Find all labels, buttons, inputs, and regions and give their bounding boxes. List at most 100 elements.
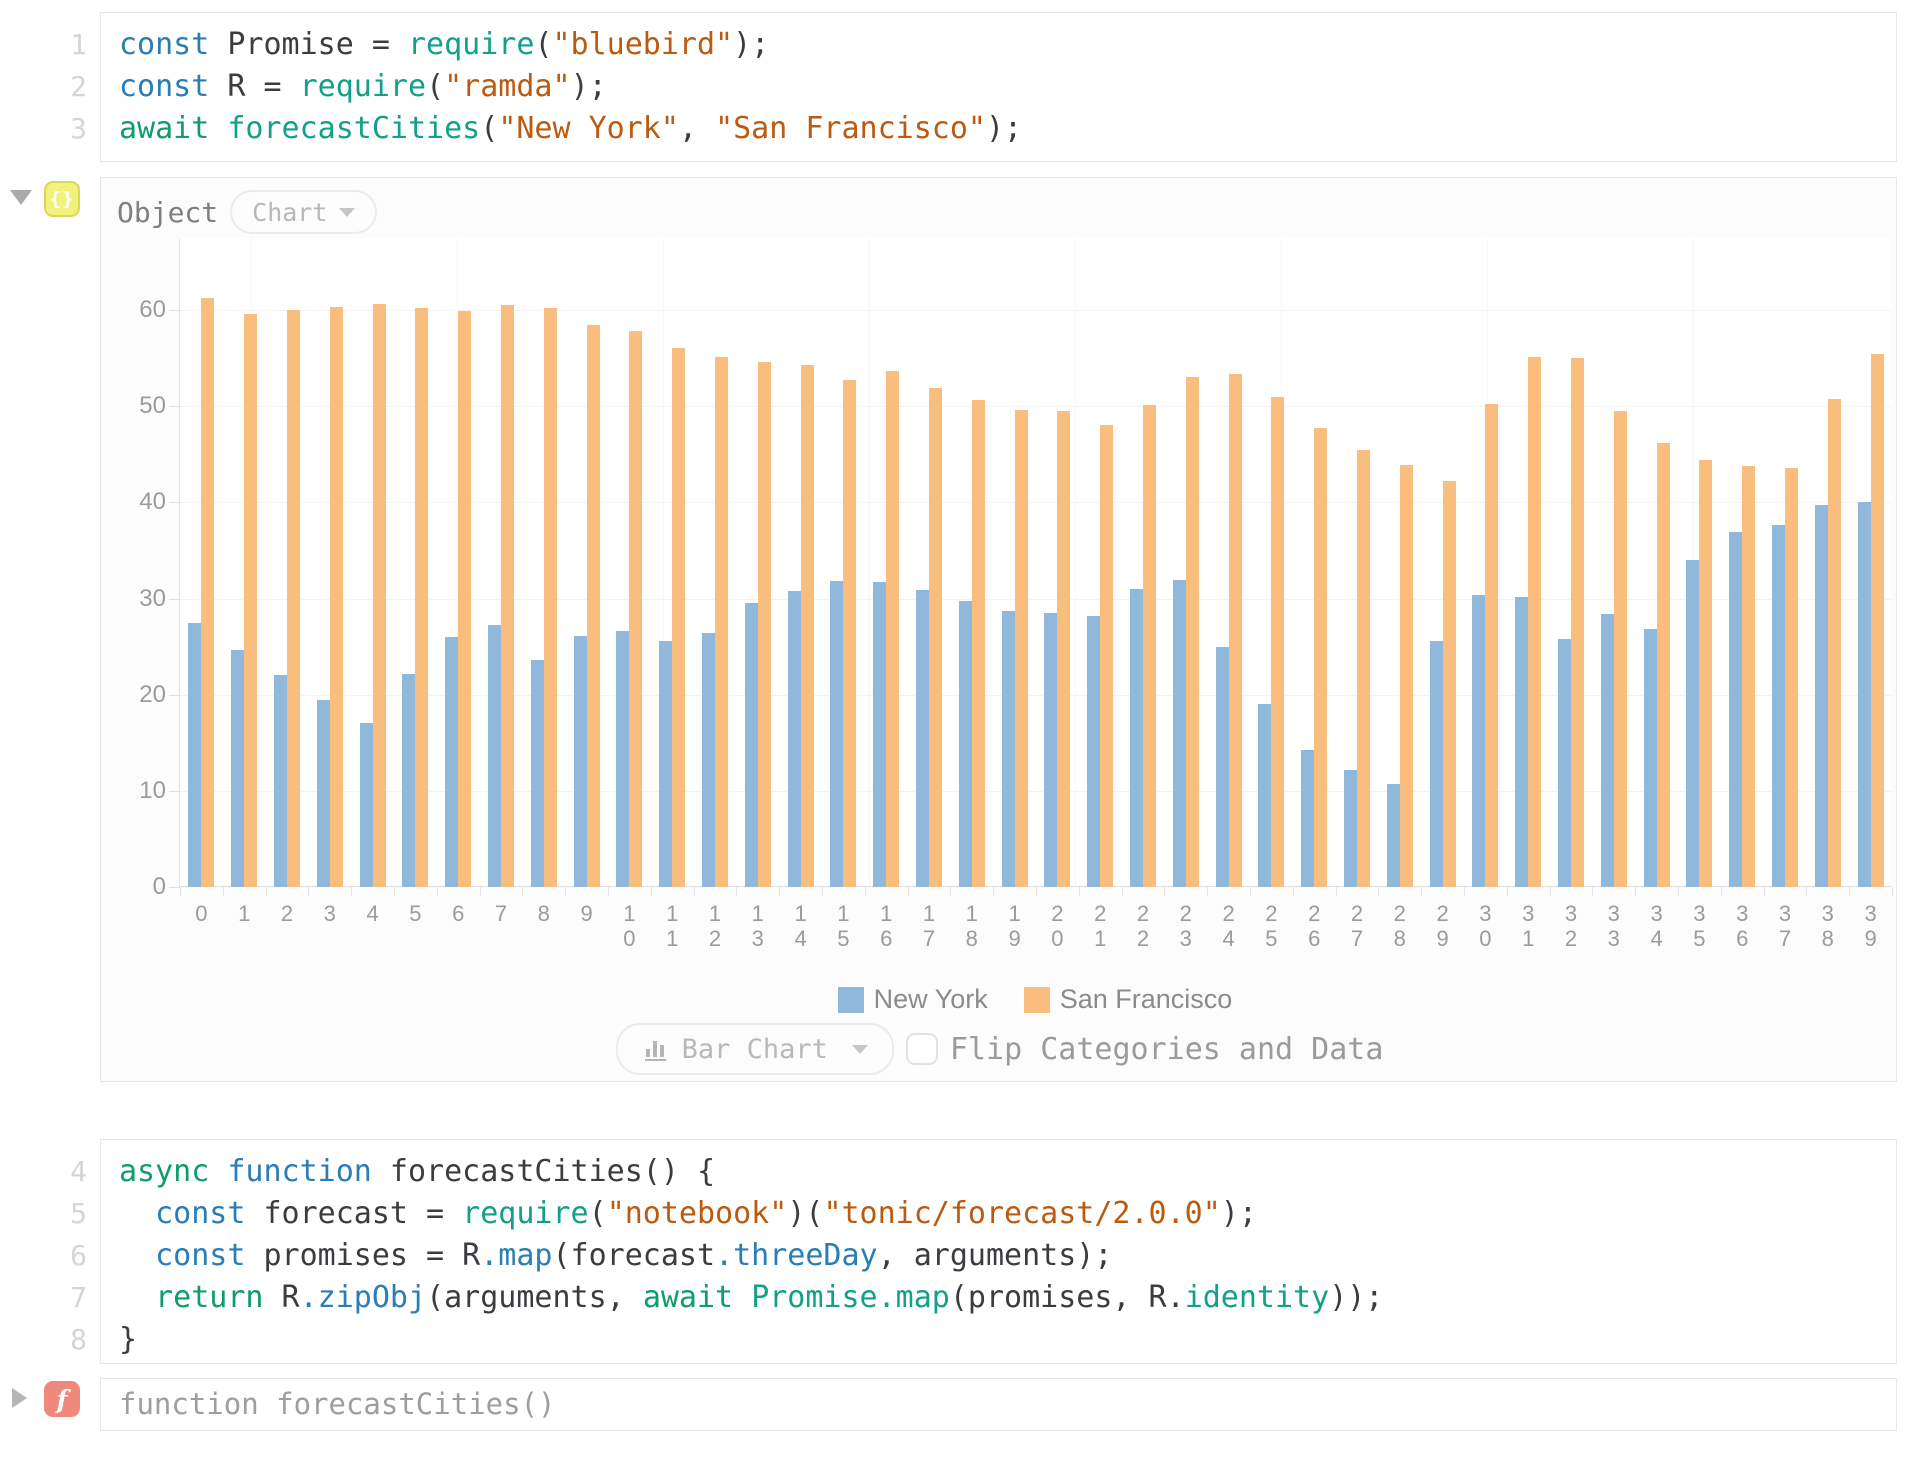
code-token: const bbox=[119, 27, 210, 62]
x-tick bbox=[1892, 887, 1893, 896]
bar bbox=[830, 581, 844, 887]
x-axis-label: 3 3 bbox=[1607, 901, 1620, 951]
x-tick bbox=[822, 887, 823, 896]
bar bbox=[1172, 580, 1186, 887]
bar bbox=[372, 304, 386, 887]
y-tick bbox=[169, 406, 180, 408]
x-tick bbox=[736, 887, 738, 896]
gridline bbox=[869, 238, 870, 886]
code-line[interactable]: 7 return R.zipObj(arguments, await Promi… bbox=[70, 1277, 1896, 1319]
x-axis-label: 3 0 bbox=[1479, 901, 1492, 951]
code-token: forecastCities() { bbox=[371, 1154, 716, 1189]
chart-view-dropdown[interactable]: Chart bbox=[230, 190, 378, 234]
bar bbox=[402, 673, 416, 887]
legend-item: San Francisco bbox=[1023, 984, 1233, 1015]
code-token bbox=[119, 1280, 155, 1315]
x-axis-label: 2 7 bbox=[1350, 901, 1364, 951]
bar bbox=[1613, 411, 1627, 887]
code-token: ); bbox=[986, 111, 1023, 146]
x-axis-label: 5 bbox=[409, 901, 422, 926]
code-token: async bbox=[119, 1154, 210, 1189]
y-axis-label: 50 bbox=[139, 392, 166, 420]
bar bbox=[843, 380, 857, 887]
chart-type-dropdown[interactable]: Bar Chart bbox=[615, 1023, 894, 1075]
bar bbox=[244, 313, 258, 887]
x-axis-label: 1 bbox=[238, 901, 251, 926]
x-tick bbox=[1292, 887, 1294, 896]
y-tick bbox=[169, 598, 180, 600]
code-line[interactable]: 5 const forecast = require("notebook")("… bbox=[70, 1193, 1896, 1235]
bar bbox=[1515, 596, 1529, 887]
bar bbox=[1656, 442, 1670, 887]
x-tick bbox=[1421, 887, 1423, 896]
x-tick bbox=[265, 887, 267, 896]
bar bbox=[1143, 405, 1156, 887]
x-axis-label: 1 5 bbox=[837, 901, 850, 951]
code-token: "New York" bbox=[498, 111, 679, 146]
bar bbox=[1729, 532, 1743, 887]
code-token: promises = R bbox=[245, 1238, 481, 1273]
bar bbox=[1258, 704, 1272, 887]
x-tick bbox=[436, 887, 438, 896]
collapse-output-icon[interactable] bbox=[10, 190, 32, 205]
function-badge-icon[interactable]: f bbox=[44, 1381, 80, 1417]
line-number: 6 bbox=[70, 1239, 87, 1272]
bar bbox=[715, 357, 728, 887]
code-token: .threeDay bbox=[715, 1238, 878, 1273]
code-token: , bbox=[678, 111, 716, 146]
bar bbox=[1472, 594, 1486, 887]
flip-checkbox[interactable] bbox=[905, 1033, 938, 1065]
bar bbox=[1528, 357, 1542, 887]
bar bbox=[971, 400, 985, 887]
gridline bbox=[1075, 238, 1076, 886]
code-token: ); bbox=[1220, 1196, 1257, 1231]
code-cell-1[interactable]: 1 const Promise = require("bluebird"); 2 co… bbox=[70, 12, 1897, 162]
code-token: ( bbox=[426, 69, 445, 104]
chart-view-dropdown-value: Chart bbox=[252, 197, 328, 227]
x-tick bbox=[1335, 887, 1337, 896]
x-tick bbox=[1678, 887, 1679, 896]
x-axis-label: 2 8 bbox=[1393, 901, 1406, 951]
function-output-panel[interactable]: function forecastCities() bbox=[100, 1378, 1897, 1431]
bar bbox=[1100, 425, 1114, 887]
y-axis-label: 10 bbox=[139, 776, 166, 804]
code-line[interactable]: 1 const Promise = require("bluebird"); bbox=[70, 24, 1896, 66]
legend-swatch bbox=[837, 986, 864, 1013]
y-axis-label: 60 bbox=[139, 296, 166, 324]
y-tick bbox=[169, 887, 180, 888]
x-tick bbox=[308, 887, 310, 896]
x-tick bbox=[1806, 887, 1808, 896]
gridline bbox=[180, 694, 1891, 696]
chevron-down-icon bbox=[339, 207, 356, 217]
bar bbox=[458, 311, 472, 887]
code-line[interactable]: 4 async function forecastCities() { bbox=[70, 1151, 1896, 1193]
bar bbox=[287, 310, 300, 887]
code-token: forecast = bbox=[245, 1196, 463, 1231]
bar bbox=[316, 699, 330, 887]
code-token: "ramda" bbox=[444, 69, 571, 104]
expand-output-icon[interactable] bbox=[12, 1388, 27, 1408]
legend-label: San Francisco bbox=[1059, 984, 1233, 1014]
bar bbox=[1386, 784, 1400, 887]
x-tick bbox=[950, 887, 952, 896]
code-cell-2[interactable]: 4 async function forecastCities() {5 cons… bbox=[70, 1139, 1897, 1364]
x-axis-label: 2 3 bbox=[1179, 901, 1192, 951]
code-line[interactable]: 2 const R = require("ramda"); bbox=[70, 66, 1896, 108]
object-badge-icon[interactable]: {} bbox=[44, 181, 80, 217]
bar bbox=[916, 589, 929, 887]
bar bbox=[1558, 638, 1571, 887]
code-line[interactable]: 6 const promises = R.map(forecast.threeD… bbox=[70, 1235, 1896, 1277]
code-token: await bbox=[119, 111, 210, 146]
x-tick bbox=[693, 887, 695, 896]
chart-legend: New York San Francisco bbox=[179, 984, 1891, 1015]
bar bbox=[1314, 428, 1328, 887]
line-number: 7 bbox=[70, 1281, 87, 1314]
code-token: (forecast bbox=[552, 1238, 716, 1273]
code-token: , arguments); bbox=[877, 1238, 1113, 1273]
code-token bbox=[209, 1154, 227, 1189]
code-line[interactable]: 3 await forecastCities("New York", "San F… bbox=[70, 108, 1896, 150]
x-tick bbox=[993, 887, 995, 896]
code-line[interactable]: 8} bbox=[70, 1319, 1896, 1361]
x-axis-label: 3 5 bbox=[1693, 901, 1706, 951]
